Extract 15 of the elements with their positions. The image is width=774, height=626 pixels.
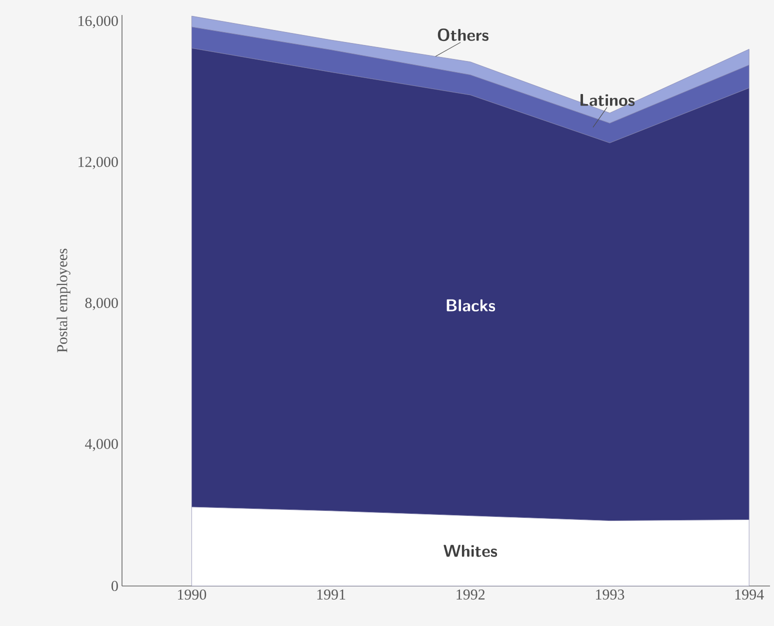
x-tick-label: 1991: [317, 590, 346, 600]
y-tick-label: 4,000: [85, 438, 118, 452]
series-label: Blacks: [446, 299, 496, 312]
y-tick-label: 0: [112, 580, 118, 592]
y-axis-title: Postal employees: [56, 248, 70, 352]
series-label: Latinos: [580, 94, 635, 106]
series-label: Others: [438, 28, 488, 42]
y-tick-label: 16,000: [78, 16, 118, 28]
x-tick-label: 1993: [596, 590, 624, 600]
y-tick-label: 12,000: [78, 156, 118, 170]
x-tick-label: 1992: [456, 590, 485, 600]
x-tick-label: 1994: [735, 590, 764, 600]
series-label: Whites: [444, 544, 498, 557]
y-tick-label: 8,000: [85, 298, 118, 310]
x-tick-label: 1990: [178, 590, 206, 600]
